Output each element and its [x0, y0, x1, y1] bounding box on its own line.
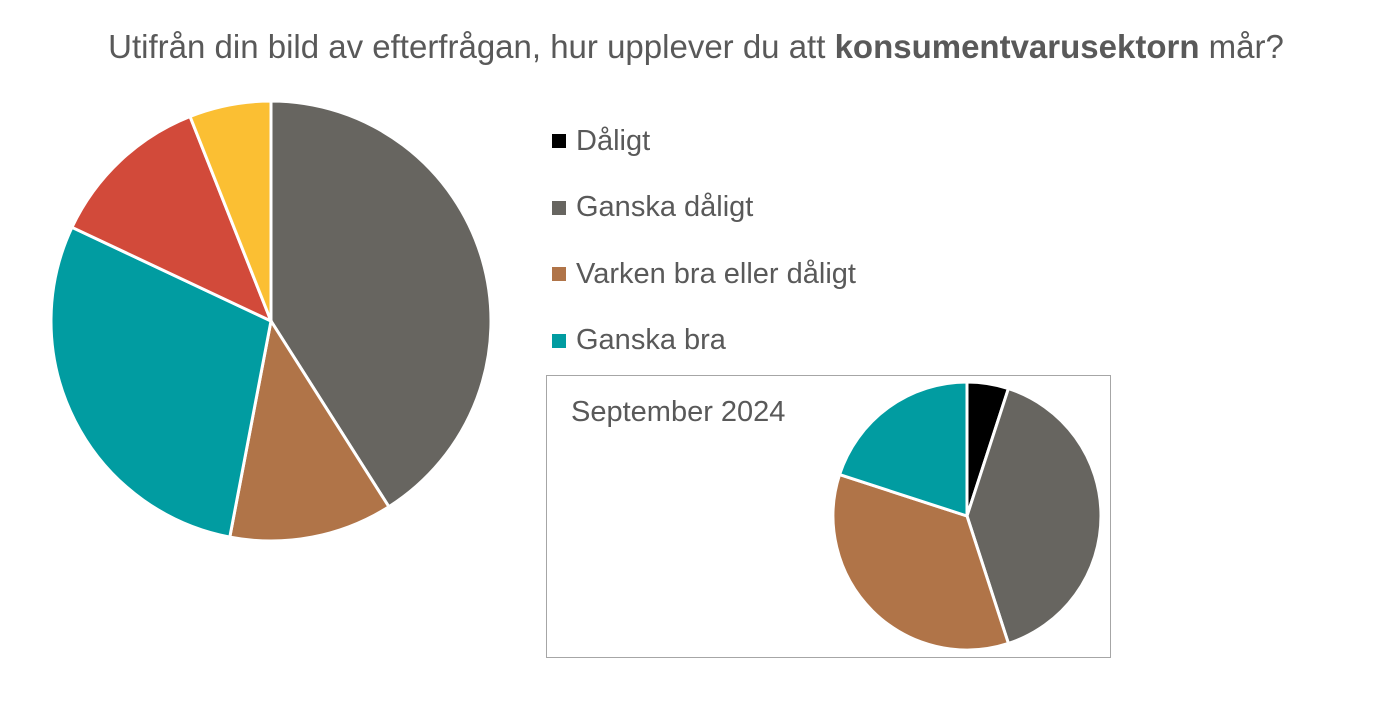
- legend-swatch: [552, 333, 566, 348]
- legend-label: Ganska dåligt: [576, 191, 754, 224]
- legend: Dåligt Ganska dåligt Varken bra eller då…: [552, 108, 856, 374]
- pie-slice-varken-bra-eller-d-ligt: [831, 472, 1011, 652]
- title-text: Utifrån din bild av efterfrågan, hur upp…: [108, 28, 835, 65]
- legend-swatch: [552, 267, 566, 282]
- inset-pie-chart: [831, 380, 1103, 652]
- legend-swatch: [552, 134, 566, 149]
- title-bold-text: konsumentvarusektorn: [834, 28, 1200, 65]
- legend-item-ganska-bra: Ganska bra: [552, 308, 856, 375]
- main-pie-chart: [49, 99, 493, 543]
- legend-item-daligt: Dåligt: [552, 108, 856, 175]
- pie-slice-ganska-bra: [49, 225, 273, 539]
- legend-label: Varken bra eller dåligt: [576, 257, 856, 290]
- pie-slice-unlabeled-4: [188, 99, 273, 322]
- legend-item-ganska-daligt: Ganska dåligt: [552, 175, 856, 242]
- inset-chart-box: September 2024: [546, 375, 1111, 658]
- inset-title: September 2024: [571, 396, 786, 428]
- pie-slice-varken-bra-eller-d-ligt: [228, 316, 391, 543]
- pie-slice-unlabeled-3: [69, 114, 274, 324]
- legend-item-varken: Varken bra eller dåligt: [552, 241, 856, 308]
- pie-slice-ganska-bra: [837, 380, 969, 519]
- chart-title: Utifrån din bild av efterfrågan, hur upp…: [0, 28, 1392, 66]
- legend-label: Ganska bra: [576, 324, 726, 357]
- legend-swatch: [552, 200, 566, 215]
- legend-label: Dåligt: [576, 124, 651, 157]
- pie-slice-ganska-d-ligt: [965, 386, 1103, 646]
- title-suffix-text: mår?: [1199, 28, 1284, 65]
